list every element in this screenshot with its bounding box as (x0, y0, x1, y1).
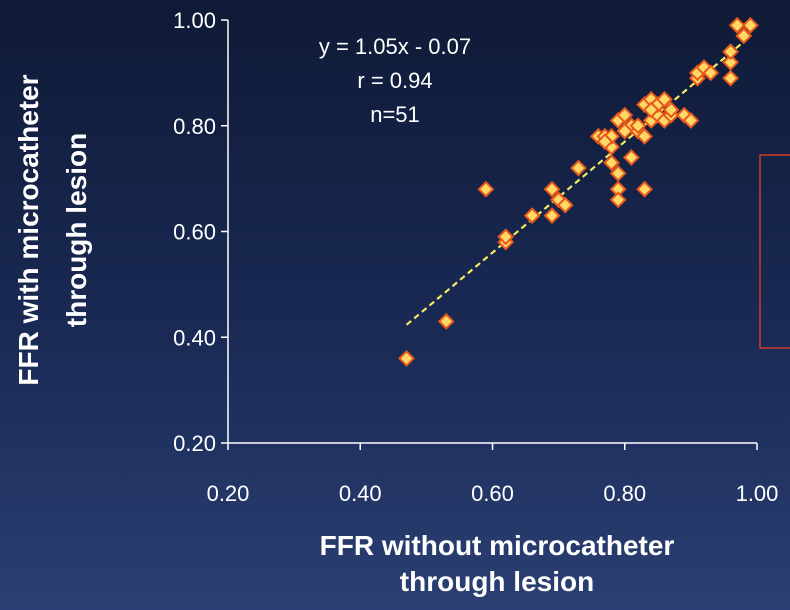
x-axis-title: FFR without microcatheter through lesion (320, 530, 675, 597)
x-tick-label: 0.80 (603, 481, 646, 506)
trendline-line (405, 35, 752, 326)
x-tick-label: 1.00 (736, 481, 779, 506)
y-axis-title-line: through lesion (61, 133, 92, 327)
data-point (702, 64, 720, 82)
x-tick-label: 0.40 (339, 481, 382, 506)
y-axis-title: FFR with microcatheter through lesion (13, 74, 92, 385)
data-point (477, 180, 495, 198)
x-axis-title-line: FFR without microcatheter (320, 530, 675, 561)
annotation-text: n=51 (370, 102, 420, 127)
data-point (642, 101, 660, 119)
data-point (398, 349, 415, 367)
data-point (596, 133, 614, 151)
y-tick-label: 0.20 (173, 431, 216, 456)
data-points (398, 16, 759, 367)
data-point (622, 149, 640, 166)
y-tick-label: 1.00 (173, 8, 216, 33)
annotation-text: r = 0.94 (357, 68, 432, 93)
data-point (437, 312, 455, 330)
highlight-box-rect (759, 154, 790, 349)
data-point (636, 180, 654, 198)
x-tick-label: 0.60 (471, 481, 514, 506)
y-tick-label: 0.40 (173, 325, 216, 350)
data-point (556, 196, 574, 214)
annotations: y = 1.05x - 0.07 r = 0.94 n=51 (319, 34, 471, 127)
data-point (570, 159, 587, 177)
data-point (722, 53, 739, 71)
y-axis-title-line: FFR with microcatheter (13, 74, 44, 385)
y-tick-label: 0.80 (173, 114, 216, 139)
data-point (543, 180, 561, 198)
data-point (603, 154, 620, 172)
data-point (609, 191, 627, 209)
trendline (405, 35, 752, 326)
highlight-box (759, 154, 790, 349)
data-point (543, 207, 561, 225)
data-point (741, 16, 759, 34)
data-point (616, 122, 634, 140)
data-point (722, 69, 739, 87)
data-point (629, 117, 647, 135)
annotation-text: y = 1.05x - 0.07 (319, 34, 471, 59)
tick-labels: 0.20 0.40 0.60 0.80 1.00 0.20 0.40 0.60 0.80 1.00 (173, 8, 778, 506)
data-point (497, 228, 515, 246)
data-point (735, 27, 753, 45)
data-point (682, 112, 700, 129)
data-point (636, 127, 654, 145)
data-point (728, 16, 746, 34)
data-point (722, 43, 739, 61)
data-point (609, 164, 627, 182)
data-point (656, 90, 673, 108)
data-point (662, 101, 680, 119)
x-tick-label: 0.20 (207, 481, 250, 506)
x-axis-title-line: through lesion (400, 566, 594, 597)
y-tick-label: 0.60 (173, 220, 216, 245)
axes (221, 19, 758, 450)
data-point (616, 106, 634, 124)
data-point (523, 207, 541, 225)
